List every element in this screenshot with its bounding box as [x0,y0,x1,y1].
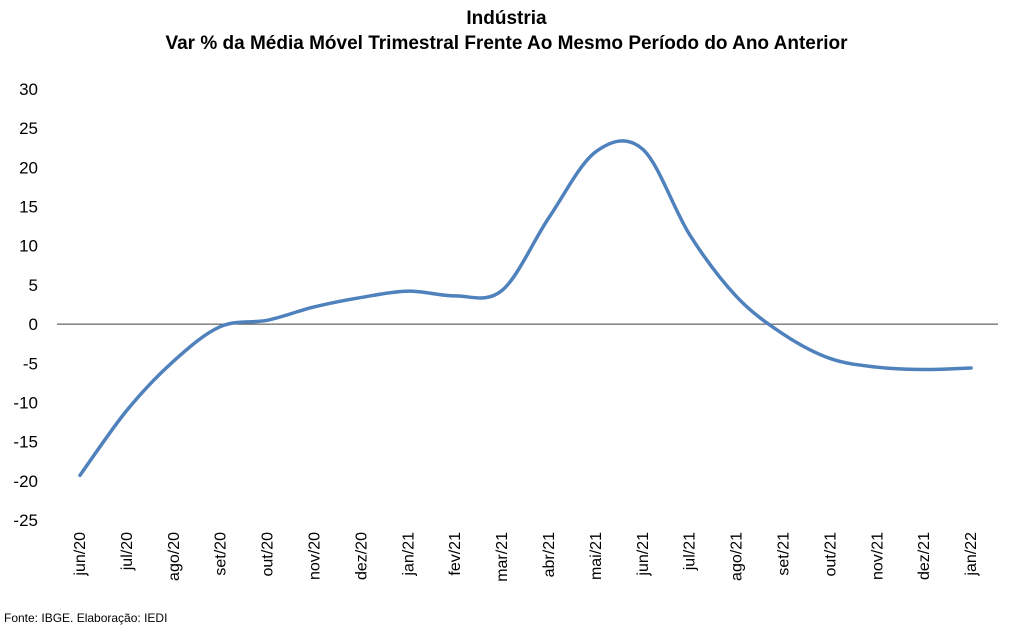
x-tick-label: nov/21 [869,532,886,580]
y-tick-label: 10 [19,237,38,256]
x-tick-label: jan/22 [963,532,980,577]
chart-title-main: Indústria [466,8,547,29]
x-tick-label: jun/20 [72,532,89,577]
y-tick-label: -5 [23,354,38,373]
data-point [266,318,270,322]
x-tick-label: jul/20 [119,532,136,571]
x-tick-label: jan/21 [400,532,417,577]
x-tick-label: jul/21 [682,532,699,571]
data-point [594,150,598,154]
x-tick-label: abr/21 [541,532,558,577]
y-tick-label: 5 [29,276,38,295]
x-tick-label: out/21 [822,532,839,577]
series-layer [78,139,973,478]
data-point [735,295,739,299]
data-point [172,359,176,363]
x-tick-label: set/20 [213,532,230,576]
y-tick-label: -10 [13,393,38,412]
x-tick-label: mai/21 [588,532,605,580]
x-axis: jun/20 jul/20 ago/20 set/20 out/20 nov/20 dez/… [72,532,980,582]
chart-subtitle: Var % da Média Móvel Trimestral Frente A… [165,33,848,54]
data-point [219,324,223,328]
x-tick-label: dez/20 [353,532,370,580]
x-tick-label: fev/21 [447,532,464,576]
data-point [969,366,973,370]
y-tick-label: 30 [19,80,38,99]
source-note: Fonte: IBGE. Elaboração: IEDI [4,611,168,625]
x-tick-label: dez/21 [916,532,933,580]
x-tick-label: set/21 [776,532,793,576]
x-tick-label: ago/20 [166,532,183,581]
y-tick-label: -25 [13,511,38,530]
x-tick-label: nov/20 [307,532,324,580]
data-point [125,408,129,412]
chart-title: Indústria Var % da Média Móvel Trimestra… [0,6,1013,56]
data-point [782,332,786,336]
data-point [359,295,363,299]
y-tick-label: 15 [19,198,38,217]
y-tick-label: -15 [13,433,38,452]
data-point [500,288,504,292]
data-point [78,473,82,477]
y-tick-label: 25 [19,119,38,138]
y-tick-label: 20 [19,158,38,177]
data-point [922,368,926,372]
x-tick-label: ago/21 [729,532,746,581]
x-tick-label: out/20 [260,532,277,577]
data-point [313,305,317,309]
data-point [688,233,692,237]
data-point [875,365,879,369]
data-point [828,357,832,361]
series-line [78,139,973,478]
data-point [641,147,645,151]
x-tick-label: mar/21 [494,532,511,582]
data-point [406,289,410,293]
y-tick-label: 0 [29,315,38,334]
y-axis: 30 25 20 15 10 5 0 -5 -10 -15 -20 -25 [13,80,998,530]
y-tick-label: -20 [13,472,38,491]
data-point [453,294,457,298]
data-point [547,216,551,220]
x-tick-label: jun/21 [635,532,652,577]
